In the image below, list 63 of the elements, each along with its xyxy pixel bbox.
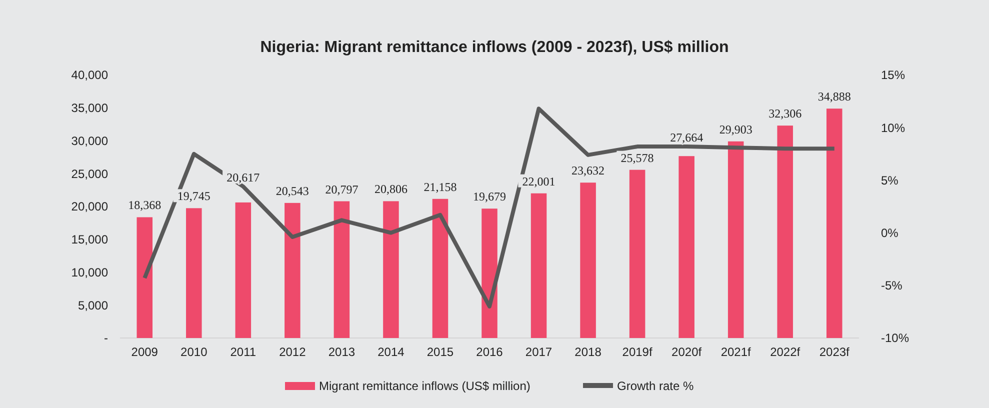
data-label: 25,578 [620, 150, 654, 165]
chart-title: Nigeria: Migrant remittance inflows (2009 - 2023f), US$ million [260, 39, 729, 56]
y2-tick-label: 0% [881, 226, 899, 240]
x-tick-label: 2016 [476, 345, 504, 359]
bar [235, 202, 252, 338]
x-tick-label: 2023f [819, 345, 850, 359]
y2-tick-label: 15% [881, 68, 906, 82]
y-tick-label: 15,000 [71, 232, 108, 247]
bar [383, 201, 399, 338]
data-label: 20,806 [374, 182, 408, 196]
x-tick-label: 2014 [378, 345, 405, 359]
x-tick-label: 2022f [770, 345, 801, 359]
data-label: 20,797 [325, 182, 358, 196]
bar [284, 202, 300, 338]
y-tick-label: 40,000 [71, 68, 108, 82]
y-tick-label: 25,000 [71, 166, 108, 181]
bar [482, 208, 498, 338]
data-label: 22,001 [522, 174, 556, 188]
bar [777, 126, 793, 338]
bar [678, 156, 694, 338]
bar [580, 182, 596, 338]
data-label: 27,664 [670, 130, 704, 145]
x-tick-label: 2011 [230, 345, 256, 359]
data-label: 18,368 [128, 198, 162, 212]
x-tick-label: 2018 [574, 345, 602, 359]
data-label: 29,903 [719, 122, 752, 136]
data-label: 23,632 [572, 164, 605, 178]
y-tick-label: 35,000 [71, 101, 108, 116]
y2-tick-label: -5% [881, 278, 903, 293]
y-tick-label: 30,000 [71, 134, 108, 148]
y-tick-label: 10,000 [71, 265, 108, 280]
x-tick-label: 2019f [622, 345, 653, 359]
data-label: 20,617 [226, 170, 260, 185]
bar [136, 217, 153, 338]
y-tick-label: - [104, 331, 108, 346]
x-tick-label: 2021f [720, 345, 752, 359]
legend-label: Growth rate % [617, 379, 694, 394]
data-label: 19,679 [473, 190, 506, 204]
y2-tick-label: 5% [881, 173, 899, 188]
x-tick-label: 2020f [672, 345, 702, 359]
x-tick-label: 2009 [131, 345, 158, 359]
bar [432, 198, 448, 338]
data-label: 34,888 [818, 90, 851, 104]
data-label: 32,306 [768, 106, 802, 121]
x-tick-label: 2017 [525, 345, 552, 359]
legend-label: Migrant remittance inflows (US$ million) [319, 379, 530, 394]
x-tick-label: 2012 [279, 345, 306, 359]
y-tick-label: 20,000 [71, 200, 108, 214]
x-tick-label: 2010 [180, 345, 208, 359]
bar [826, 108, 842, 338]
y-tick-label: 5,000 [78, 298, 108, 312]
data-label: 20,543 [276, 184, 309, 198]
data-label: 21,158 [424, 180, 457, 194]
bar [629, 170, 646, 338]
bar [186, 208, 202, 338]
y2-tick-label: 10% [881, 120, 906, 135]
data-label: 19,745 [177, 189, 210, 204]
x-tick-label: 2013 [328, 345, 356, 359]
bar [728, 141, 744, 338]
bar [334, 201, 350, 338]
bar [530, 193, 547, 338]
y2-tick-label: -10% [881, 331, 910, 346]
x-tick-label: 2015 [426, 345, 454, 359]
